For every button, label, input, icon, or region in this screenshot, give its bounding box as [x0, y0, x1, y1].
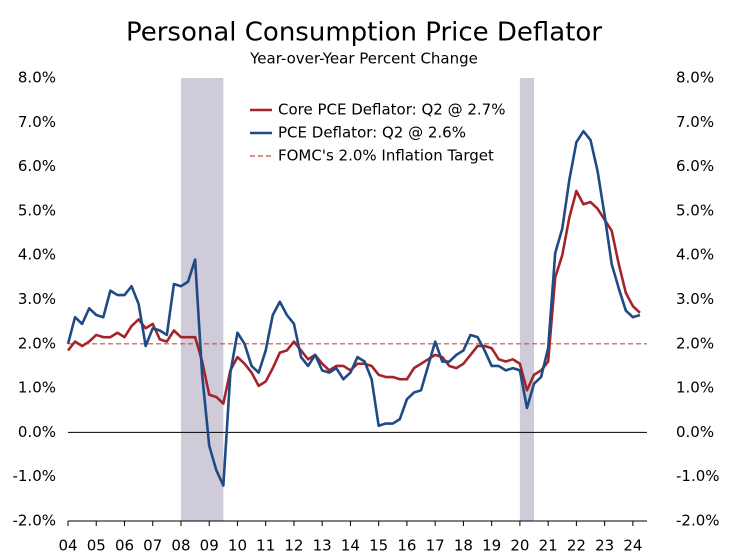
x-tick-label: 17 — [426, 537, 445, 554]
y-tick-label: 5.0% — [18, 201, 56, 219]
y2-tick-label: 1.0% — [676, 379, 714, 397]
x-tick-label: 21 — [539, 537, 558, 554]
legend-label: PCE Deflator: Q2 @ 2.6% — [278, 124, 466, 142]
y2-tick-label: 4.0% — [676, 246, 714, 264]
y2-tick-label: 8.0% — [676, 69, 714, 87]
y-tick-label: -2.0% — [12, 512, 56, 530]
x-tick-label: 11 — [256, 537, 275, 554]
y2-tick-label: 0.0% — [676, 423, 714, 441]
y-tick-label: -1.0% — [12, 467, 56, 485]
x-tick-label: 19 — [482, 537, 501, 554]
legend-label: FOMC's 2.0% Inflation Target — [278, 147, 494, 165]
x-tick-label: 20 — [510, 537, 529, 554]
x-tick-label: 08 — [171, 537, 190, 554]
chart-subtitle: Year-over-Year Percent Change — [249, 50, 478, 68]
x-tick-label: 04 — [58, 537, 77, 554]
y-tick-label: 3.0% — [18, 290, 56, 308]
chart-title: Personal Consumption Price Deflator — [126, 18, 602, 48]
x-tick-label: 07 — [143, 537, 162, 554]
y-tick-label: 0.0% — [18, 423, 56, 441]
y-tick-label: 8.0% — [18, 69, 56, 87]
y2-tick-label: 3.0% — [676, 290, 714, 308]
y2-tick-label: -1.0% — [676, 467, 720, 485]
x-tick-label: 24 — [623, 537, 642, 554]
y-tick-label: 2.0% — [18, 334, 56, 352]
x-tick-label: 14 — [341, 537, 360, 554]
recession-band — [519, 78, 535, 521]
y2-tick-label: 5.0% — [676, 201, 714, 219]
y-tick-label: 7.0% — [18, 113, 56, 131]
y2-tick-label: -2.0% — [676, 512, 720, 530]
x-tick-label: 16 — [397, 537, 416, 554]
y-tick-label: 6.0% — [18, 157, 56, 175]
y-tick-label: 4.0% — [18, 246, 56, 264]
series-line — [66, 189, 641, 405]
x-tick-label: 06 — [115, 537, 134, 554]
series-line — [66, 129, 641, 487]
x-tick-label: 15 — [369, 537, 388, 554]
y-tick-label: 1.0% — [18, 379, 56, 397]
x-tick-label: 05 — [87, 537, 106, 554]
x-tick-label: 10 — [228, 537, 247, 554]
recession-band — [180, 78, 224, 521]
x-tick-label: 23 — [595, 537, 614, 554]
legend-label: Core PCE Deflator: Q2 @ 2.7% — [278, 101, 505, 119]
x-tick-label: 13 — [313, 537, 332, 554]
x-tick-label: 22 — [567, 537, 586, 554]
y2-tick-label: 2.0% — [676, 334, 714, 352]
y2-tick-label: 7.0% — [676, 113, 714, 131]
x-tick-label: 18 — [454, 537, 473, 554]
x-tick-label: 12 — [284, 537, 303, 554]
x-tick-label: 09 — [200, 537, 219, 554]
y2-tick-label: 6.0% — [676, 157, 714, 175]
